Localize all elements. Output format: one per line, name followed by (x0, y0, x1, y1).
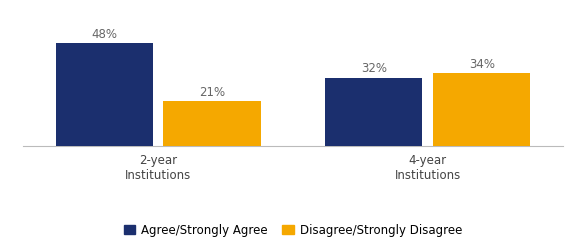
Text: 32%: 32% (361, 62, 387, 76)
Text: *Responses indicating ‘Neutral’ are not shown: *Responses indicating ‘Neutral’ are not … (156, 251, 430, 252)
Bar (164, 101, 260, 146)
Bar (56, 43, 153, 146)
Text: 21%: 21% (199, 86, 225, 99)
Bar (325, 78, 422, 146)
Text: 34%: 34% (469, 58, 495, 71)
Legend: Agree/Strongly Agree, Disagree/Strongly Disagree: Agree/Strongly Agree, Disagree/Strongly … (119, 219, 467, 241)
Text: 48%: 48% (91, 28, 117, 41)
Bar (433, 73, 530, 146)
